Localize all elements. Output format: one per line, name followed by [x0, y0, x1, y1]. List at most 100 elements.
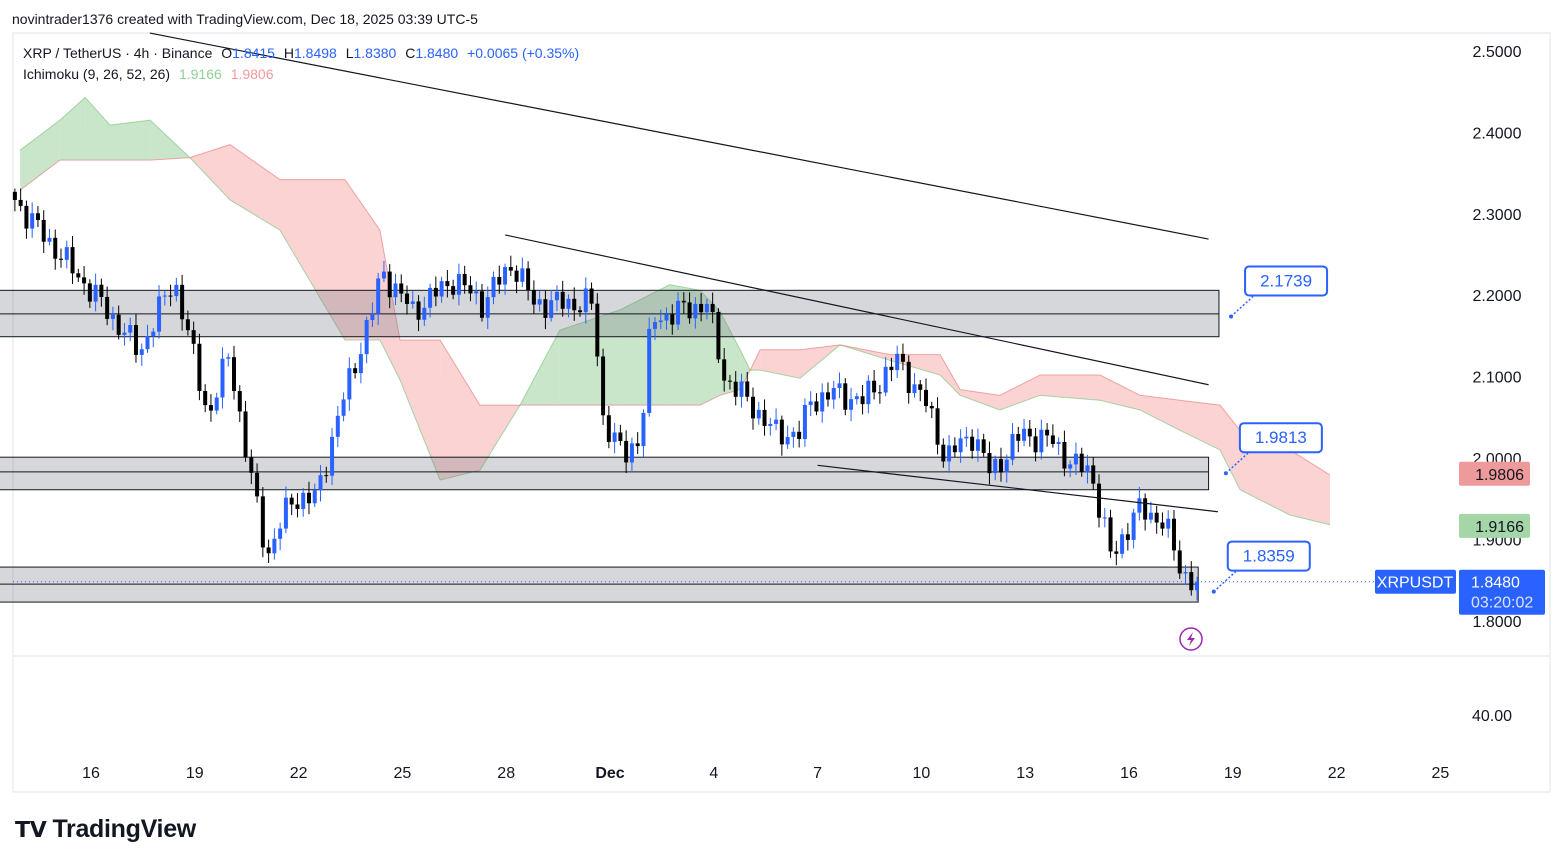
candle-body — [381, 271, 386, 279]
candle-body — [947, 445, 952, 462]
candle-body — [324, 475, 329, 477]
candle-body — [820, 392, 825, 412]
candle-body — [935, 408, 940, 445]
candle-body — [699, 303, 704, 313]
time-axis[interactable]: 16 19 22 25 28 Dec 4 7 10 13 16 19 22 25 — [82, 765, 1449, 782]
cloud-segment-bearish — [999, 374, 1041, 410]
candle-body — [1137, 498, 1142, 513]
trendline[interactable] — [817, 464, 1218, 513]
alert-lightning-icon[interactable] — [1179, 627, 1203, 651]
symbol-badge[interactable] — [1375, 569, 1456, 594]
candle-body — [779, 419, 784, 445]
candle-body — [797, 431, 802, 439]
candle-body — [635, 443, 640, 447]
candle-body — [30, 213, 35, 229]
candle-body — [474, 291, 479, 294]
candle-body — [727, 380, 732, 382]
candle-body — [387, 271, 392, 298]
candle-body — [197, 343, 202, 391]
candles — [12, 188, 1200, 601]
callout-box[interactable] — [1226, 540, 1311, 572]
candle-body — [612, 432, 617, 442]
candle-body — [422, 307, 427, 320]
trendline[interactable] — [505, 234, 1209, 386]
candle-body — [105, 296, 110, 319]
candle-body — [133, 325, 138, 355]
candle-body — [249, 457, 254, 473]
candle-body — [1039, 429, 1044, 453]
open-label: O — [221, 45, 233, 61]
candle-body — [774, 419, 779, 424]
candle-body — [1171, 518, 1176, 551]
time-tick-label: 22 — [1328, 765, 1346, 782]
candle-body — [595, 303, 600, 357]
callout-pointer — [1225, 452, 1249, 474]
open-value: 1.8415 — [232, 45, 275, 61]
candle-body — [416, 301, 421, 320]
callout-box[interactable] — [1238, 422, 1323, 454]
candle-body — [952, 445, 957, 453]
candle-body — [808, 401, 813, 406]
callout-label: 2.1739 — [1260, 271, 1312, 290]
candle-body — [1091, 465, 1096, 484]
time-tick-label: 28 — [497, 765, 515, 782]
time-tick-label: 13 — [1016, 765, 1034, 782]
candle-body — [1010, 433, 1015, 460]
symbol-legend[interactable]: XRP / TetherUS · 4h · Binance O1.8415 H1… — [23, 45, 584, 61]
candle-body — [128, 325, 133, 333]
zone-rect[interactable] — [0, 456, 1210, 491]
price-callouts[interactable]: 2.1739 1.9813 1.8359 — [1211, 265, 1329, 594]
candle-body — [831, 387, 836, 400]
candle-body — [872, 380, 877, 393]
candle-body — [560, 291, 565, 309]
candle-body — [301, 492, 306, 509]
candle-body — [1120, 534, 1125, 554]
trendline[interactable] — [149, 32, 1209, 240]
candle-body — [768, 423, 773, 426]
candle-body — [410, 301, 415, 304]
candle-body — [1154, 512, 1159, 523]
candle-body — [906, 361, 911, 394]
candle-body — [243, 411, 248, 458]
tradingview-logo[interactable]: 𝗧𝗩 TradingView — [15, 815, 196, 844]
candle-body — [998, 459, 1003, 473]
candle-body — [918, 384, 923, 390]
candle-body — [554, 291, 559, 301]
candle-body — [652, 322, 657, 329]
candle-body — [647, 328, 652, 413]
candle-body — [1189, 572, 1194, 591]
price-axis[interactable]: 2.50002.40002.30002.20002.10002.00001.90… — [1375, 44, 1545, 725]
candle-body — [266, 547, 271, 554]
attribution-text: novintrader1376 created with TradingView… — [12, 11, 478, 27]
candle-body — [877, 392, 882, 394]
candle-body — [139, 349, 144, 355]
cloud-segment-bearish — [1179, 400, 1220, 450]
candle-body — [237, 391, 242, 412]
candle-body — [12, 191, 17, 200]
candle-body — [59, 258, 64, 260]
symbol-badge-label: XRPUSDT — [1377, 575, 1454, 592]
candle-body — [589, 288, 594, 304]
candle-body — [330, 436, 335, 476]
senkou-span-a-line — [19, 96, 1331, 526]
candle-body — [87, 283, 92, 302]
candle-body — [1166, 518, 1171, 529]
candle-body — [837, 383, 842, 388]
low-value: 1.8380 — [353, 45, 397, 61]
candle-body — [399, 283, 404, 294]
candle-body — [99, 284, 104, 297]
cloud-segment-bearish — [399, 339, 441, 480]
price-tick-label: 2.4000 — [1473, 125, 1522, 142]
change-value: +0.0065 (+0.35%) — [467, 45, 580, 61]
candle-body — [1177, 550, 1182, 574]
candle-body — [226, 357, 231, 359]
price-tick-label: 2.5000 — [1473, 44, 1522, 61]
trendlines[interactable] — [13, 32, 1455, 583]
indicator-legend[interactable]: Ichimoku (9, 26, 52, 26) 1.9166 1.9806 — [23, 66, 279, 82]
candle-body — [1050, 435, 1055, 444]
callout-box[interactable] — [1244, 265, 1329, 297]
candle-body — [970, 436, 975, 451]
candle-body — [1148, 512, 1153, 520]
axis-price-badge-label: 1.9806 — [1475, 467, 1524, 484]
